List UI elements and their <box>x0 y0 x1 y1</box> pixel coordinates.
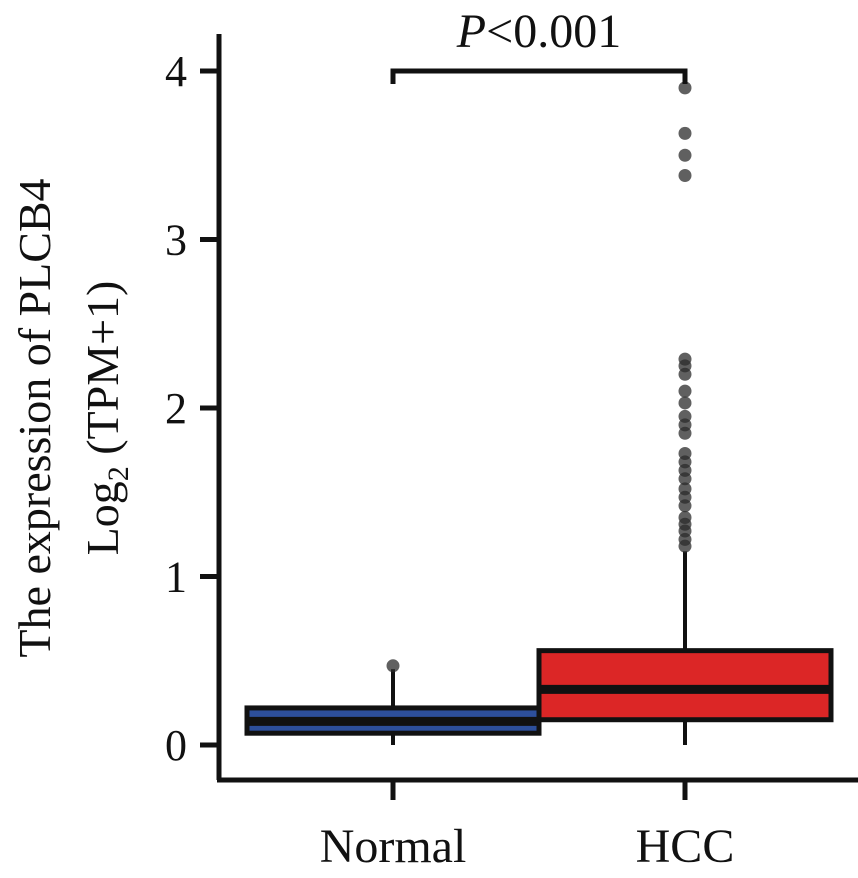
significance-annotation: P<0.001 <box>390 5 688 84</box>
y-ticks: 0 1 2 3 4 <box>165 47 219 770</box>
y-tick-label-4: 4 <box>165 47 187 96</box>
p-value-text: <0.001 <box>486 5 621 58</box>
outlier-point-hcc-11 <box>678 446 692 460</box>
outlier-point-hcc-7 <box>678 482 692 496</box>
outlier-point-hcc-15 <box>678 396 692 410</box>
outlier-point-hcc-4 <box>678 511 692 525</box>
y-axis-label-line1: The expression of PLCB4 <box>9 178 60 657</box>
p-value-italic: P <box>456 5 486 58</box>
outlier-point-hcc-20 <box>678 168 692 182</box>
y-axis-label-log: Log <box>77 481 128 555</box>
outlier-point-hcc-19 <box>678 352 692 366</box>
y-axis-label-line2: Log2 (TPM+1) <box>77 281 135 556</box>
outlier-point-hcc-16 <box>678 384 692 398</box>
y-tick-label-3: 3 <box>165 216 187 265</box>
box-groups <box>244 81 834 745</box>
outlier-point-hcc-22 <box>678 126 692 140</box>
box-group-normal <box>244 659 542 745</box>
x-ticks: Normal HCC <box>320 780 735 873</box>
outlier-point-hcc-21 <box>678 148 692 162</box>
outlier-point-normal-0 <box>386 659 400 673</box>
x-tick-label-normal: Normal <box>320 820 467 873</box>
box-group-hcc <box>536 81 834 745</box>
y-axis-label: The expression of PLCB4 Log2 (TPM+1) <box>9 178 135 657</box>
y-axis-label-subscript: 2 <box>102 466 135 481</box>
y-axis-label-units: (TPM+1) <box>77 281 128 467</box>
x-tick-label-hcc: HCC <box>636 820 735 873</box>
y-tick-label-1: 1 <box>165 553 187 602</box>
y-tick-label-2: 2 <box>165 384 187 433</box>
outlier-point-hcc-23 <box>678 81 692 95</box>
y-tick-label-0: 0 <box>165 721 187 770</box>
outlier-point-hcc-14 <box>678 409 692 423</box>
p-value-label: P<0.001 <box>456 5 621 58</box>
significance-bracket <box>390 68 688 84</box>
